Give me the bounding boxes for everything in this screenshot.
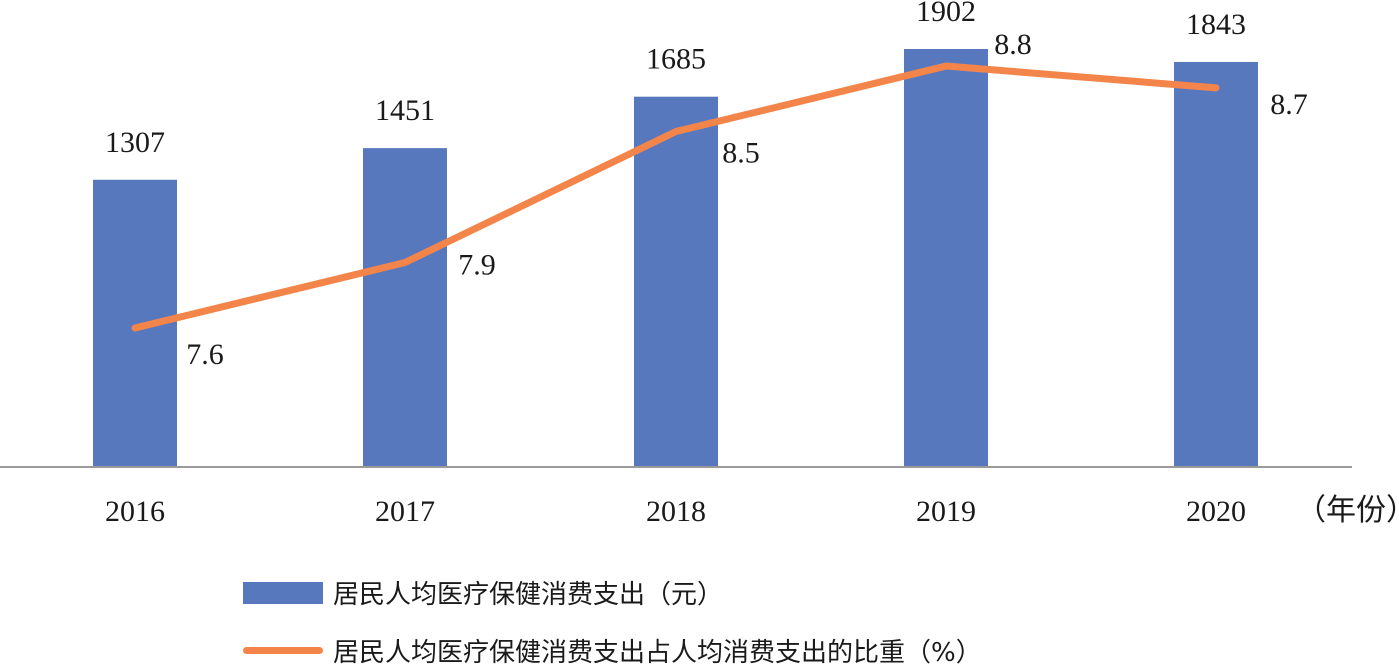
x-tick-label: 2019 <box>916 495 976 528</box>
bar-2019 <box>904 49 988 467</box>
bar-2017 <box>363 148 447 467</box>
line-value-label: 7.6 <box>186 338 224 371</box>
legend-label-bar: 居民人均医疗保健消费支出（元） <box>333 580 724 610</box>
line-value-label: 8.8 <box>994 28 1032 61</box>
legend-item-line: 居民人均医疗保健消费支出占人均消费支出的比重（%） <box>243 632 982 669</box>
line-value-label: 8.7 <box>1270 88 1308 121</box>
bar-value-label: 1307 <box>105 126 165 159</box>
x-tick-label: 2017 <box>375 495 435 528</box>
bar-2020 <box>1174 61 1258 468</box>
line-value-label: 7.9 <box>458 249 496 282</box>
x-tick-labels: 2016 2017 2018 2019 2020 <box>105 495 1246 528</box>
line-value-label: 8.5 <box>722 137 760 170</box>
bar-value-label: 1843 <box>1186 8 1246 41</box>
bar-2018 <box>634 96 718 468</box>
legend-swatch-bar <box>243 581 323 604</box>
line-series <box>131 62 1220 332</box>
ratio-line <box>131 62 1220 332</box>
bar-value-label: 1685 <box>646 43 706 76</box>
x-unit-label: （年份） <box>1296 494 1399 527</box>
x-tick-label: 2018 <box>646 495 706 528</box>
bar-value-labels: 1307 1451 1685 1902 1843 <box>105 0 1246 159</box>
x-tick-label: 2020 <box>1186 495 1246 528</box>
bar-value-label: 1902 <box>916 0 976 28</box>
bar-series <box>93 49 1258 468</box>
legend-swatch-line <box>243 647 323 654</box>
bar-value-label: 1451 <box>375 94 435 127</box>
line-value-labels: 7.6 7.9 8.5 8.8 8.7 <box>186 28 1308 371</box>
x-tick-label: 2016 <box>105 495 165 528</box>
legend-item-bar: 居民人均医疗保健消费支出（元） <box>243 574 723 611</box>
legend-label-line: 居民人均医疗保健消费支出占人均消费支出的比重（%） <box>333 638 982 668</box>
